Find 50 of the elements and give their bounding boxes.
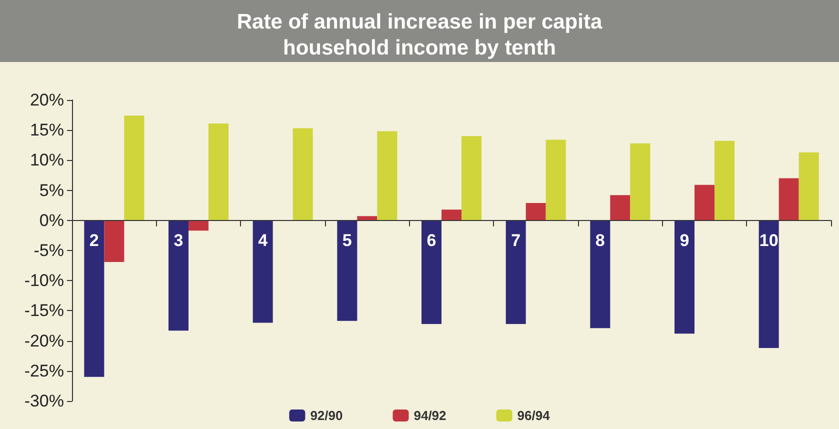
x-tick-label: 8 xyxy=(595,231,605,250)
bar xyxy=(442,210,462,220)
bar xyxy=(168,220,188,331)
legend-label: 92/90 xyxy=(310,408,343,423)
y-tick-label: -15% xyxy=(24,301,64,320)
y-tick-label: -10% xyxy=(24,271,64,290)
bar xyxy=(422,220,442,324)
bar xyxy=(104,220,124,262)
x-tick-label: 3 xyxy=(174,231,184,250)
bar xyxy=(674,220,694,334)
bar xyxy=(714,140,734,220)
x-tick-label: 2 xyxy=(89,231,99,250)
bar xyxy=(506,220,526,324)
bar xyxy=(694,184,714,220)
bar xyxy=(252,220,273,323)
legend-label: 94/92 xyxy=(414,408,446,423)
y-tick-label: 20% xyxy=(30,90,64,110)
bar xyxy=(526,202,546,220)
x-tick-label: 6 xyxy=(426,231,436,250)
y-tick-label: 10% xyxy=(30,150,64,170)
legend-label: 96/94 xyxy=(517,408,551,423)
bar xyxy=(188,220,208,231)
y-tick-label: -30% xyxy=(24,392,64,410)
bar xyxy=(610,195,630,220)
bar xyxy=(630,143,650,220)
bar xyxy=(357,216,378,220)
bar xyxy=(462,136,482,220)
chart-title: Rate of annual increase in per capita household income by tenth xyxy=(236,10,602,60)
bar xyxy=(208,123,228,220)
bar xyxy=(337,220,358,321)
x-tick-label: 4 xyxy=(258,231,268,250)
bar xyxy=(377,131,398,220)
bar xyxy=(124,116,144,220)
bar xyxy=(546,140,566,220)
x-tick-label: 7 xyxy=(511,231,521,250)
y-tick-label: 0% xyxy=(39,210,64,230)
y-tick-label: 15% xyxy=(30,120,64,140)
x-tick-label: 10 xyxy=(759,231,778,250)
y-tick-label: -25% xyxy=(24,361,64,380)
bar xyxy=(292,128,313,220)
x-tick-label: 5 xyxy=(342,231,352,250)
y-tick-label: -5% xyxy=(34,241,64,260)
bar xyxy=(590,220,610,328)
y-tick-label: -20% xyxy=(24,331,64,350)
bar xyxy=(758,220,779,348)
y-tick-label: 5% xyxy=(39,180,64,200)
bar xyxy=(778,178,799,220)
bar xyxy=(798,152,819,220)
bar xyxy=(84,220,104,377)
x-tick-label: 9 xyxy=(680,231,690,250)
